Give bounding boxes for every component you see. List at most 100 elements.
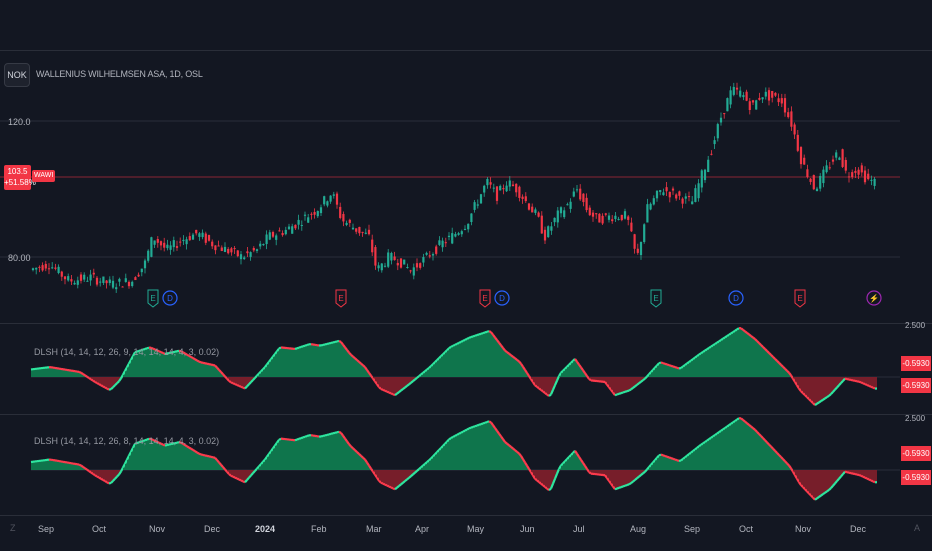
candle-body [93, 273, 95, 275]
indicator-2-area [445, 442, 447, 470]
indicator-1-label[interactable]: DLSH (14, 14, 12, 26, 9, 14, 14, 14, 4, … [34, 347, 219, 357]
indicator-1-line [561, 371, 563, 373]
candle-body [512, 185, 514, 186]
indicator-1-area [735, 329, 737, 377]
candle-body [797, 135, 799, 151]
indicator-1-line [411, 381, 413, 383]
indicator-2-area [273, 446, 275, 471]
indicator-1-line [769, 353, 771, 355]
auto-scale-icon[interactable]: A [914, 523, 920, 533]
indicator-2-area [619, 470, 621, 488]
indicator-2-area [385, 470, 387, 486]
indicator-2-line [827, 490, 829, 491]
candle-body [438, 240, 440, 245]
indicator-2-area [463, 431, 465, 470]
indicator-1-line [487, 331, 489, 332]
indicator-1-area [385, 377, 387, 392]
indicator-2-line [669, 457, 671, 458]
indicator-2-line [693, 449, 695, 451]
indicator-1-line [549, 394, 551, 396]
indicator-2-area [731, 422, 733, 470]
candle-body [61, 272, 63, 277]
indicator-1-line [513, 357, 515, 359]
indicator-1-line [255, 376, 257, 378]
candle-body [835, 152, 837, 157]
indicator-2-area [669, 457, 671, 470]
indicator-2-line [383, 484, 385, 485]
indicator-2-label[interactable]: DLSH (14, 14, 12, 26, 8, 14, 14, 14, 4, … [34, 436, 219, 446]
candle-body [387, 252, 389, 266]
indicator-1-line [541, 390, 543, 392]
candle-body [317, 211, 319, 216]
candle-body [266, 234, 268, 244]
indicator-2-area [383, 470, 385, 485]
indicator-1-area [475, 335, 477, 377]
indicator-1-line [435, 360, 437, 362]
indicator-1-line [303, 346, 305, 347]
indicator-1-line [825, 397, 827, 398]
indicator-1-area [689, 361, 691, 377]
indicator-2-line [665, 456, 667, 457]
candle-body [608, 216, 610, 220]
indicator-2-area [573, 451, 575, 470]
indicator-2-area [193, 450, 195, 470]
indicator-2-line [635, 478, 637, 480]
indicator-2-area [205, 455, 207, 470]
indicator-2-line [783, 459, 785, 461]
indicator-1-line [229, 381, 231, 383]
indicator-1-line [811, 401, 813, 403]
indicator-1-area [541, 377, 543, 391]
time-label-feb: Feb [311, 524, 327, 534]
indicator-1-area [749, 334, 751, 377]
indicator-1-line [219, 370, 221, 372]
indicator-1-line [751, 336, 753, 338]
indicator-1-line [707, 348, 709, 349]
indicator-1-line [433, 362, 435, 364]
candle-body [538, 213, 540, 217]
indicator-1-area [107, 377, 109, 390]
indicator-1-area [395, 377, 397, 395]
candle-body [230, 248, 232, 252]
indicator-1-line [737, 328, 739, 329]
indicator-2-line [229, 474, 231, 476]
candle-body [739, 91, 741, 97]
indicator-1-area [765, 349, 767, 377]
indicator-1-line [357, 360, 359, 362]
indicator-1-area [209, 364, 211, 377]
indicator-2-line [787, 463, 789, 465]
indicator-1-line [637, 383, 639, 385]
indicator-1-area [723, 337, 725, 377]
indicator-1-line [225, 376, 227, 378]
candle-body [211, 242, 213, 247]
candle-body [464, 229, 466, 230]
indicator-1-area [311, 344, 313, 377]
candle-body [566, 204, 568, 205]
indicator-1-area [275, 351, 277, 377]
indicator-2-line [431, 456, 433, 458]
candle-body [659, 190, 661, 192]
indicator-1-line [359, 362, 361, 364]
currency-badge[interactable]: NOK [4, 63, 30, 87]
indicator-1-line [383, 390, 385, 391]
indicator-1-area [717, 341, 719, 377]
indicator-1-line [755, 339, 757, 341]
indicator-1-line [833, 390, 835, 392]
indicator-2-area [351, 446, 353, 470]
indicator-2-area [505, 442, 507, 470]
indicator-1-area [109, 377, 111, 390]
indicator-2-line [663, 455, 665, 456]
candle-body [653, 198, 655, 204]
indicator-2-line [829, 488, 831, 490]
candle-body [234, 248, 236, 249]
indicator-2-line [231, 476, 233, 477]
candle-body [339, 207, 341, 218]
candle-body [730, 90, 732, 104]
indicator-2-area [323, 435, 325, 470]
indicator-1-area [497, 340, 499, 377]
candle-body [790, 111, 792, 126]
timezone-icon[interactable]: Z [10, 523, 16, 533]
time-axis[interactable] [0, 515, 932, 551]
indicator-2-line [651, 462, 653, 464]
indicator-2-area [207, 456, 209, 470]
